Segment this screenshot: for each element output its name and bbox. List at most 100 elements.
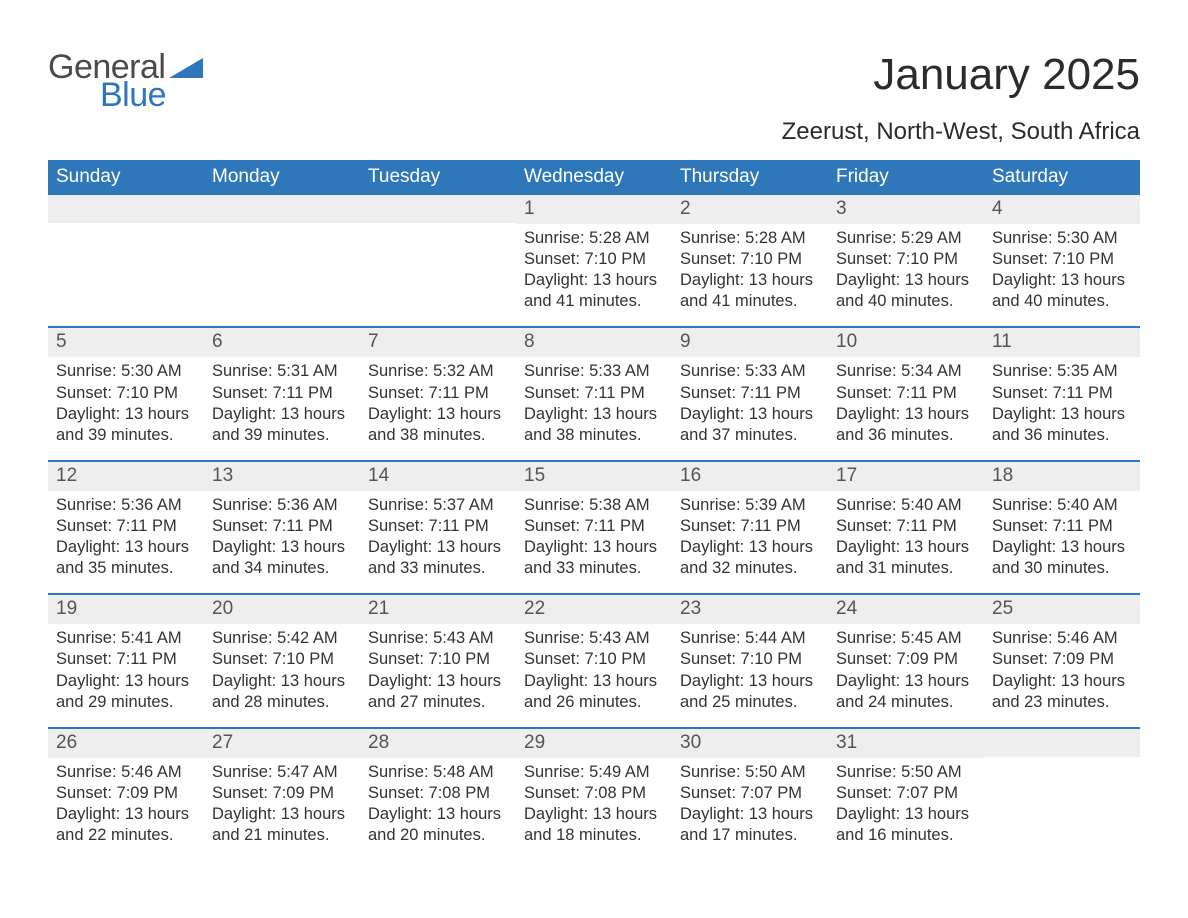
sunrise-line: Sunrise: 5:43 AM [368, 628, 508, 649]
sunrise-line: Sunrise: 5:50 AM [680, 762, 820, 783]
sunset-line: Sunset: 7:10 PM [56, 383, 196, 404]
sunset-line: Sunset: 7:09 PM [836, 649, 976, 670]
daylight-line: Daylight: 13 hours and 30 minutes. [992, 537, 1132, 579]
sunset-line: Sunset: 7:11 PM [524, 516, 664, 537]
daylight-line: Daylight: 13 hours and 17 minutes. [680, 804, 820, 846]
day-number: 8 [516, 328, 672, 357]
daylight-line: Daylight: 13 hours and 40 minutes. [992, 270, 1132, 312]
day-number: 7 [360, 328, 516, 357]
daylight-line: Daylight: 13 hours and 31 minutes. [836, 537, 976, 579]
daylight-line: Daylight: 13 hours and 37 minutes. [680, 404, 820, 446]
sunrise-line: Sunrise: 5:42 AM [212, 628, 352, 649]
day-number: 18 [984, 462, 1140, 491]
calendar-day: 4Sunrise: 5:30 AMSunset: 7:10 PMDaylight… [984, 195, 1140, 326]
daylight-line: Daylight: 13 hours and 28 minutes. [212, 671, 352, 713]
sunset-line: Sunset: 7:10 PM [212, 649, 352, 670]
daylight-line: Daylight: 13 hours and 23 minutes. [992, 671, 1132, 713]
sunrise-line: Sunrise: 5:30 AM [992, 228, 1132, 249]
sunrise-line: Sunrise: 5:32 AM [368, 361, 508, 382]
day-number [360, 195, 516, 223]
daylight-line: Daylight: 13 hours and 35 minutes. [56, 537, 196, 579]
sunset-line: Sunset: 7:09 PM [56, 783, 196, 804]
daylight-line: Daylight: 13 hours and 24 minutes. [836, 671, 976, 713]
calendar-day: 24Sunrise: 5:45 AMSunset: 7:09 PMDayligh… [828, 595, 984, 726]
daylight-line: Daylight: 13 hours and 20 minutes. [368, 804, 508, 846]
day-number [204, 195, 360, 223]
sunset-line: Sunset: 7:11 PM [992, 383, 1132, 404]
calendar-day: 5Sunrise: 5:30 AMSunset: 7:10 PMDaylight… [48, 328, 204, 459]
day-number: 12 [48, 462, 204, 491]
sunset-line: Sunset: 7:10 PM [992, 249, 1132, 270]
calendar-day: 6Sunrise: 5:31 AMSunset: 7:11 PMDaylight… [204, 328, 360, 459]
sunset-line: Sunset: 7:09 PM [992, 649, 1132, 670]
day-detail: Sunrise: 5:33 AMSunset: 7:11 PMDaylight:… [516, 357, 672, 445]
calendar-day: 18Sunrise: 5:40 AMSunset: 7:11 PMDayligh… [984, 462, 1140, 593]
daylight-line: Daylight: 13 hours and 21 minutes. [212, 804, 352, 846]
calendar-week: 26Sunrise: 5:46 AMSunset: 7:09 PMDayligh… [48, 727, 1140, 860]
day-detail: Sunrise: 5:28 AMSunset: 7:10 PMDaylight:… [516, 224, 672, 312]
sunrise-line: Sunrise: 5:37 AM [368, 495, 508, 516]
calendar-day: 11Sunrise: 5:35 AMSunset: 7:11 PMDayligh… [984, 328, 1140, 459]
calendar-week: 19Sunrise: 5:41 AMSunset: 7:11 PMDayligh… [48, 593, 1140, 726]
sunset-line: Sunset: 7:10 PM [680, 249, 820, 270]
day-detail: Sunrise: 5:44 AMSunset: 7:10 PMDaylight:… [672, 624, 828, 712]
sunrise-line: Sunrise: 5:46 AM [56, 762, 196, 783]
daylight-line: Daylight: 13 hours and 41 minutes. [524, 270, 664, 312]
calendar-week: 12Sunrise: 5:36 AMSunset: 7:11 PMDayligh… [48, 460, 1140, 593]
daylight-line: Daylight: 13 hours and 41 minutes. [680, 270, 820, 312]
location-subtitle: Zeerust, North-West, South Africa [782, 118, 1140, 146]
daylight-line: Daylight: 13 hours and 27 minutes. [368, 671, 508, 713]
day-detail: Sunrise: 5:33 AMSunset: 7:11 PMDaylight:… [672, 357, 828, 445]
daylight-line: Daylight: 13 hours and 26 minutes. [524, 671, 664, 713]
day-number: 9 [672, 328, 828, 357]
day-detail: Sunrise: 5:42 AMSunset: 7:10 PMDaylight:… [204, 624, 360, 712]
day-number: 31 [828, 729, 984, 758]
day-detail: Sunrise: 5:30 AMSunset: 7:10 PMDaylight:… [48, 357, 204, 445]
day-number: 24 [828, 595, 984, 624]
sunrise-line: Sunrise: 5:43 AM [524, 628, 664, 649]
calendar-day: 3Sunrise: 5:29 AMSunset: 7:10 PMDaylight… [828, 195, 984, 326]
calendar-day: 30 Sunrise: 5:50 AMSunset: 7:07 PMDayligh… [672, 729, 828, 860]
daylight-line: Daylight: 13 hours and 22 minutes. [56, 804, 196, 846]
brand-logo: General Blue [48, 50, 203, 112]
daylight-line: Daylight: 13 hours and 18 minutes. [524, 804, 664, 846]
day-detail: Sunrise: 5:35 AMSunset: 7:11 PMDaylight:… [984, 357, 1140, 445]
calendar-grid: SundayMondayTuesdayWednesdayThursdayFrid… [48, 160, 1140, 860]
day-detail: Sunrise: 5:43 AMSunset: 7:10 PMDaylight:… [516, 624, 672, 712]
day-detail: Sunrise: 5:39 AMSunset: 7:11 PMDaylight:… [672, 491, 828, 579]
day-detail: Sunrise: 5:32 AMSunset: 7:11 PMDaylight:… [360, 357, 516, 445]
sunset-line: Sunset: 7:11 PM [56, 516, 196, 537]
day-detail: Sunrise: 5:36 AMSunset: 7:11 PMDaylight:… [204, 491, 360, 579]
brand-part2: Blue [100, 78, 203, 112]
sunrise-line: Sunrise: 5:50 AM [836, 762, 976, 783]
day-detail: Sunrise: 5:43 AMSunset: 7:10 PMDaylight:… [360, 624, 516, 712]
day-detail: Sunrise: 5:45 AMSunset: 7:09 PMDaylight:… [828, 624, 984, 712]
day-number: 11 [984, 328, 1140, 357]
sunset-line: Sunset: 7:09 PM [212, 783, 352, 804]
sunrise-line: Sunrise: 5:44 AM [680, 628, 820, 649]
sunrise-line: Sunrise: 5:41 AM [56, 628, 196, 649]
day-number: 28 [360, 729, 516, 758]
title-block: January 2025 Zeerust, North-West, South … [782, 50, 1140, 146]
sunrise-line: Sunrise: 5:28 AM [524, 228, 664, 249]
daylight-line: Daylight: 13 hours and 29 minutes. [56, 671, 196, 713]
day-number: 29 [516, 729, 672, 758]
day-number: 30 [672, 729, 828, 758]
daylight-line: Daylight: 13 hours and 16 minutes. [836, 804, 976, 846]
day-detail: Sunrise: 5:49 AMSunset: 7:08 PMDaylight:… [516, 758, 672, 846]
sunset-line: Sunset: 7:07 PM [680, 783, 820, 804]
calendar-day-empty [48, 195, 204, 326]
weekday-header: Tuesday [360, 160, 516, 195]
weekday-header-row: SundayMondayTuesdayWednesdayThursdayFrid… [48, 160, 1140, 195]
day-detail: Sunrise: 5:36 AMSunset: 7:11 PMDaylight:… [48, 491, 204, 579]
day-number: 19 [48, 595, 204, 624]
day-detail: Sunrise: 5:41 AMSunset: 7:11 PMDaylight:… [48, 624, 204, 712]
sunset-line: Sunset: 7:11 PM [56, 649, 196, 670]
sunset-line: Sunset: 7:08 PM [524, 783, 664, 804]
calendar-day: 27Sunrise: 5:47 AMSunset: 7:09 PMDayligh… [204, 729, 360, 860]
day-detail: Sunrise: 5:29 AMSunset: 7:10 PMDaylight:… [828, 224, 984, 312]
day-number: 23 [672, 595, 828, 624]
calendar-day: 23Sunrise: 5:44 AMSunset: 7:10 PMDayligh… [672, 595, 828, 726]
sunrise-line: Sunrise: 5:34 AM [836, 361, 976, 382]
day-number [984, 729, 1140, 757]
